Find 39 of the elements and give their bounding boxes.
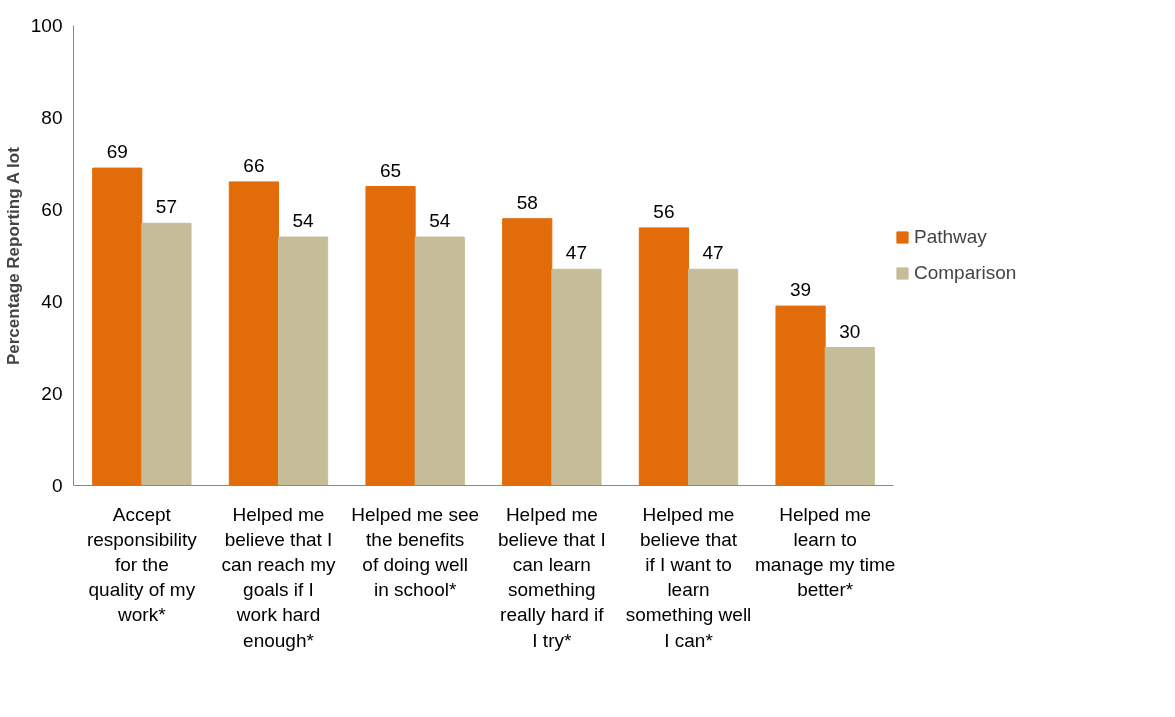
bar [502,218,553,486]
bar [551,268,602,486]
data-label: 57 [155,196,178,218]
x-tick-label: Helped me believe that I can learn something really hard if I try* [497,503,606,651]
bar [638,227,689,486]
bar [688,268,739,486]
data-label: 69 [106,141,128,163]
y-tick-label: 20 [41,383,63,404]
data-label: 66 [243,154,265,176]
y-tick-label: 80 [41,107,63,128]
bar [414,236,465,486]
bar [365,186,416,486]
legend-label: Pathway [914,226,987,248]
bar [141,222,192,486]
data-label: 47 [565,242,588,264]
bar [775,305,826,486]
x-tick-label: Helped me see the benefits of doing well in school* [351,503,480,601]
x-tick-label: Helped me believe that I can reach my goals if I work hard enough* [221,503,337,651]
x-tick-label: Helped me learn to manage my time better* [754,503,896,601]
bar [228,181,279,486]
bar [92,167,143,486]
y-tick-label: 0 [51,475,63,496]
data-label: 54 [429,210,451,232]
data-label: 54 [292,210,315,232]
legend-label: Comparison [914,262,1017,284]
data-label: 47 [702,242,724,264]
x-tick-label: Helped me believe that if I want to learn something well I can* [625,503,752,651]
y-tick-label: 40 [41,291,63,312]
data-label: 30 [839,320,861,342]
data-label: 39 [790,279,812,301]
bar [824,347,875,486]
x-tick-label: Accept responsibility for the quality of my work* [86,503,198,626]
y-tick-label: 100 [30,15,63,36]
y-tick-label: 60 [41,199,63,220]
bar [278,236,329,486]
y-axis-title: Percentage Reporting A lot [3,146,23,366]
data-label: 56 [653,200,675,222]
data-label: 65 [380,159,402,181]
data-label: 58 [516,191,538,213]
